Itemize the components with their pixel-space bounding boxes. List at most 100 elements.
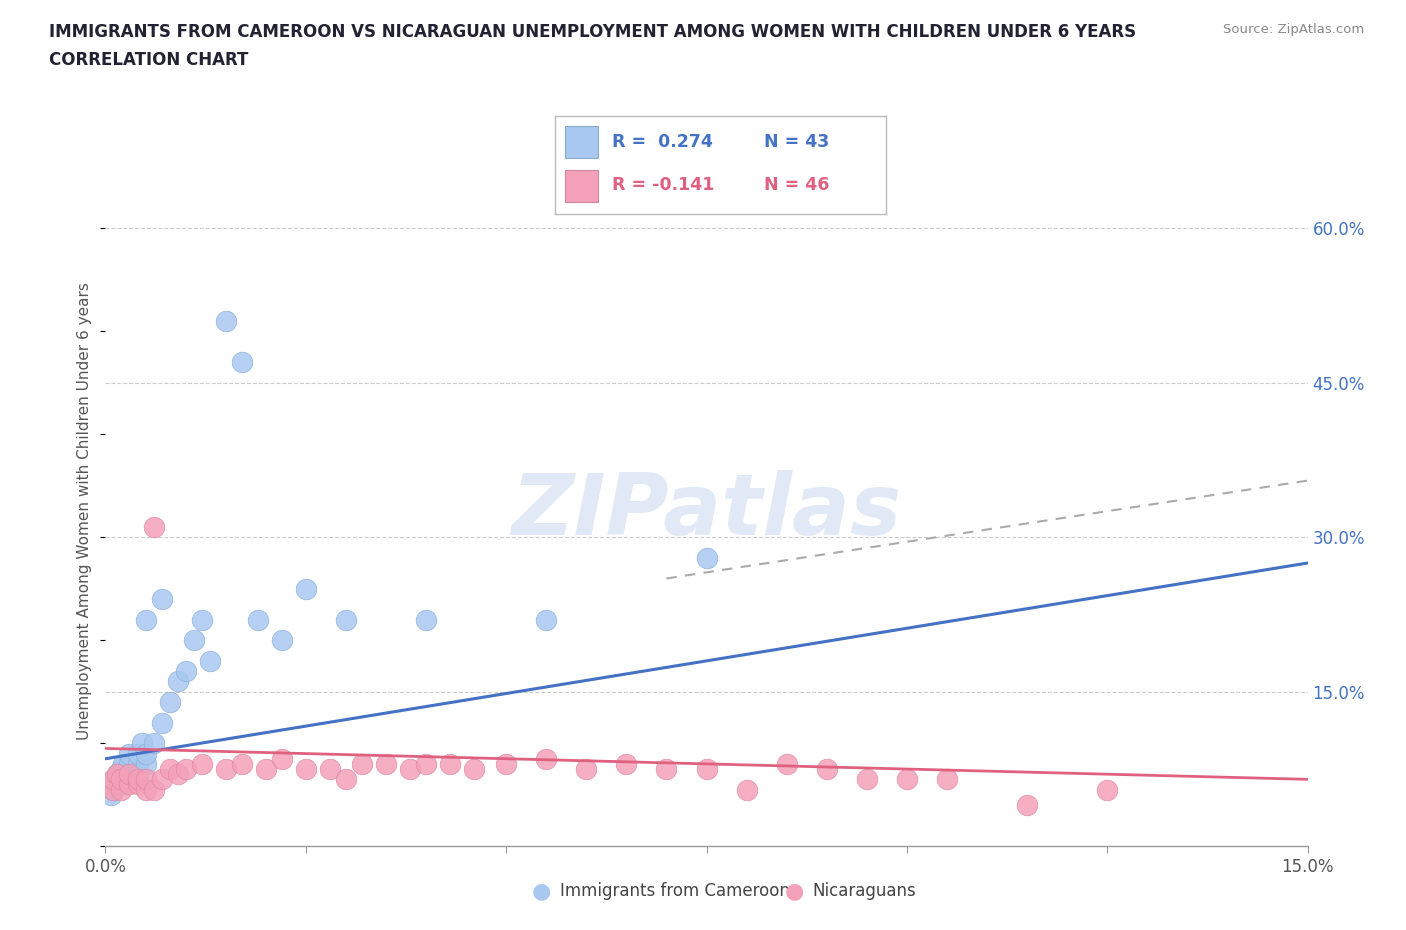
Point xyxy=(534,751,557,766)
Point xyxy=(319,762,342,777)
Point xyxy=(107,766,129,781)
Point xyxy=(231,756,253,771)
Point xyxy=(166,674,188,689)
Point xyxy=(350,756,373,771)
Text: N = 46: N = 46 xyxy=(763,176,830,193)
Point xyxy=(463,762,485,777)
Point xyxy=(855,772,877,787)
Point xyxy=(135,612,157,627)
Point xyxy=(270,751,292,766)
Point xyxy=(135,782,157,797)
Text: ZIPatlas: ZIPatlas xyxy=(512,470,901,553)
Point xyxy=(190,612,212,627)
Point xyxy=(103,772,125,787)
Point xyxy=(399,762,422,777)
Point xyxy=(103,782,125,797)
Point xyxy=(135,746,157,761)
Point xyxy=(107,772,129,787)
Point xyxy=(159,762,181,777)
Point xyxy=(118,777,141,792)
Point xyxy=(127,772,149,787)
Y-axis label: Unemployment Among Women with Children Under 6 years: Unemployment Among Women with Children U… xyxy=(77,283,93,740)
Point xyxy=(118,756,141,771)
Text: R =  0.274: R = 0.274 xyxy=(612,133,713,151)
Point xyxy=(150,715,173,730)
Point xyxy=(696,551,718,565)
Point xyxy=(142,736,165,751)
Point xyxy=(696,762,718,777)
Point xyxy=(183,632,205,647)
Point xyxy=(142,782,165,797)
Point xyxy=(335,772,357,787)
Point xyxy=(114,766,136,781)
Point xyxy=(159,695,181,710)
Point xyxy=(110,782,132,797)
Text: Source: ZipAtlas.com: Source: ZipAtlas.com xyxy=(1223,23,1364,36)
Point xyxy=(108,766,131,781)
Point xyxy=(534,612,557,627)
Point xyxy=(127,777,149,792)
Point xyxy=(616,756,638,771)
Point xyxy=(103,782,125,797)
Point xyxy=(110,766,132,781)
Point xyxy=(112,756,135,771)
Point xyxy=(896,772,918,787)
Point xyxy=(214,762,236,777)
Point xyxy=(415,756,437,771)
Point xyxy=(335,612,357,627)
Point xyxy=(98,777,121,792)
Text: ●: ● xyxy=(531,881,551,901)
Text: Immigrants from Cameroon: Immigrants from Cameroon xyxy=(560,882,789,900)
Point xyxy=(1097,782,1119,797)
Point xyxy=(295,762,318,777)
Point xyxy=(1017,798,1039,813)
Text: R = -0.141: R = -0.141 xyxy=(612,176,714,193)
Text: CORRELATION CHART: CORRELATION CHART xyxy=(49,51,249,69)
Point xyxy=(100,788,122,803)
Point xyxy=(735,782,758,797)
Point xyxy=(374,756,398,771)
Point xyxy=(655,762,678,777)
Point xyxy=(231,354,253,369)
Point xyxy=(104,772,127,787)
Point xyxy=(815,762,838,777)
Point xyxy=(127,746,149,761)
Point xyxy=(495,756,517,771)
Point xyxy=(270,632,292,647)
Point xyxy=(103,777,125,792)
Point xyxy=(214,313,236,328)
Point xyxy=(150,772,173,787)
Point xyxy=(776,756,799,771)
Point xyxy=(135,756,157,771)
Point xyxy=(118,762,141,777)
Point xyxy=(415,612,437,627)
Point xyxy=(174,762,197,777)
Point xyxy=(439,756,461,771)
Point xyxy=(131,736,153,751)
Point xyxy=(190,756,212,771)
Point xyxy=(118,766,141,781)
Text: N = 43: N = 43 xyxy=(763,133,828,151)
Point xyxy=(150,591,173,606)
Point xyxy=(127,766,149,781)
Point xyxy=(174,664,197,679)
Point xyxy=(110,772,132,787)
Point xyxy=(142,520,165,535)
Point xyxy=(118,766,141,781)
Point xyxy=(118,772,141,787)
Point xyxy=(135,772,157,787)
Point xyxy=(575,762,598,777)
Point xyxy=(198,654,221,669)
Point xyxy=(295,581,318,596)
Text: ●: ● xyxy=(785,881,804,901)
Point xyxy=(118,746,141,761)
Text: Nicaraguans: Nicaraguans xyxy=(813,882,917,900)
Point xyxy=(98,777,121,792)
Point xyxy=(246,612,269,627)
Text: IMMIGRANTS FROM CAMEROON VS NICARAGUAN UNEMPLOYMENT AMONG WOMEN WITH CHILDREN UN: IMMIGRANTS FROM CAMEROON VS NICARAGUAN U… xyxy=(49,23,1136,41)
Point xyxy=(127,756,149,771)
Point xyxy=(107,766,129,781)
Point xyxy=(936,772,959,787)
Point xyxy=(110,777,132,792)
Point xyxy=(166,766,188,781)
